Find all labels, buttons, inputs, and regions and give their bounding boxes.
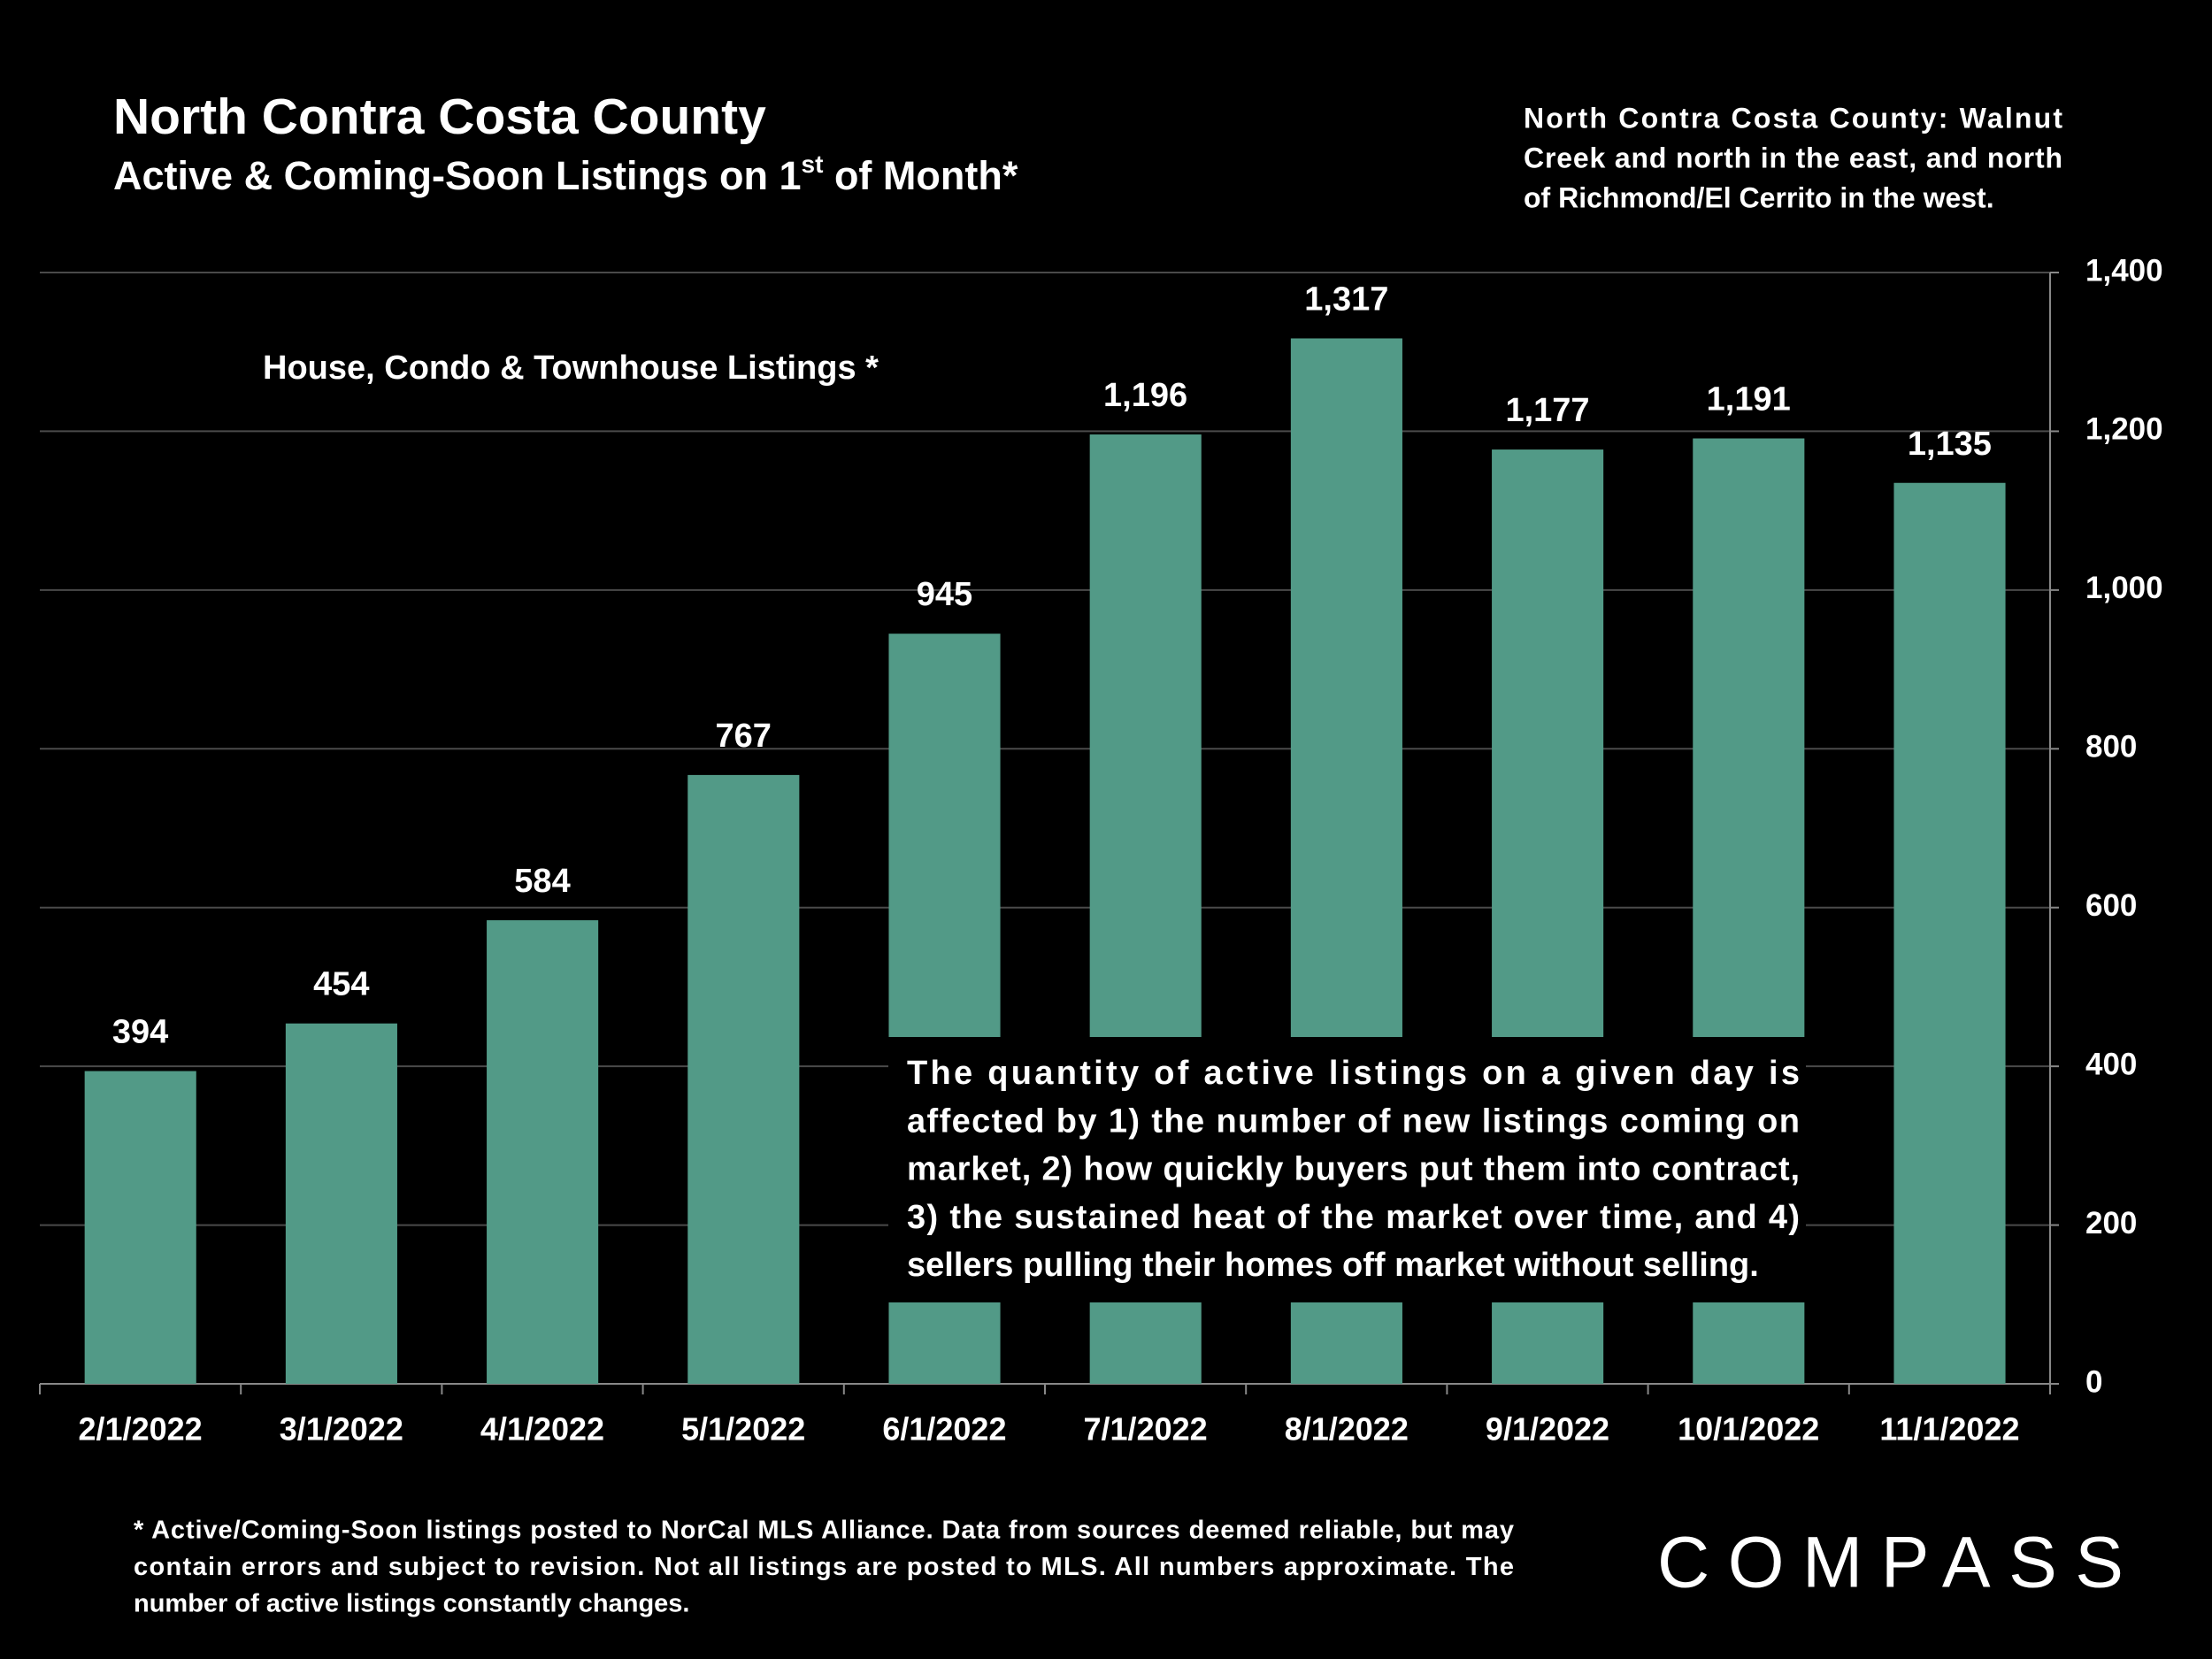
x-tick-label: 11/1/2022 [1879, 1411, 2019, 1448]
chart-subtitle: Active & Coming-Soon Listings on 1st of … [113, 150, 1018, 198]
x-tick-label: 7/1/2022 [1084, 1411, 1208, 1448]
data-label: 1,317 [1304, 280, 1388, 318]
footnote-line: * Active/Coming-Soon listings posted to … [134, 1517, 1514, 1545]
y-tick-label: 0 [2085, 1364, 2102, 1399]
annotation-box [888, 1037, 1806, 1302]
note-line: of Richmond/El Cerrito in the west. [1524, 181, 1994, 213]
footnote-line: number of active listings constantly cha… [134, 1590, 689, 1618]
note-line: Creek and north in the east, and north [1524, 142, 2062, 173]
bar [84, 1071, 196, 1384]
overlay: The quantity of active listings on a giv… [134, 102, 2124, 1617]
data-label: 1,135 [1908, 426, 1992, 463]
x-tick-label: 10/1/2022 [1678, 1411, 1819, 1448]
footnote-line: contain errors and subject to revision. … [134, 1553, 1514, 1581]
series-label: House, Condo & Townhouse Listings * [263, 349, 879, 387]
y-tick-label: 400 [2085, 1047, 2137, 1081]
bar [687, 774, 800, 1384]
data-label: 454 [313, 966, 369, 1003]
bar [285, 1023, 397, 1384]
annotation-line: The quantity of active listings on a giv… [907, 1055, 1800, 1092]
x-tick-label: 9/1/2022 [1486, 1411, 1609, 1448]
y-tick-label: 600 [2085, 888, 2137, 923]
data-label: 1,177 [1505, 392, 1589, 429]
bar [1893, 482, 2006, 1384]
data-label: 584 [514, 863, 570, 900]
x-tick-label: 5/1/2022 [681, 1411, 805, 1448]
bar [487, 920, 599, 1384]
x-tick-label: 8/1/2022 [1285, 1411, 1409, 1448]
annotation-line: affected by 1) the number of new listing… [907, 1102, 1800, 1140]
subtitle-part: of Month* [823, 153, 1018, 198]
subtitle-part: Active & Coming-Soon Listings on 1 [113, 153, 802, 198]
annotation-line: 3) the sustained heat of the market over… [907, 1199, 1800, 1236]
data-label: 767 [715, 718, 771, 755]
y-tick-label: 200 [2085, 1206, 2137, 1240]
y-tick-label: 1,000 [2085, 571, 2163, 605]
note-line: North Contra Costa County: Walnut [1524, 102, 2062, 134]
subtitle-superscript: st [802, 150, 824, 178]
data-label: 394 [112, 1014, 168, 1051]
x-tick-label: 4/1/2022 [480, 1411, 604, 1448]
data-label: 945 [917, 576, 972, 613]
y-tick-label: 1,400 [2085, 253, 2163, 288]
x-tick-label: 3/1/2022 [280, 1411, 403, 1448]
logo: COMPASS [1657, 1523, 2124, 1603]
x-tick-label: 2/1/2022 [79, 1411, 203, 1448]
annotation-line: sellers pulling their homes off market w… [907, 1247, 1759, 1284]
data-label: 1,196 [1103, 377, 1187, 414]
y-tick-label: 800 [2085, 730, 2137, 764]
annotation-line: market, 2) how quickly buyers put them i… [907, 1151, 1800, 1188]
y-tick-label: 1,200 [2085, 412, 2163, 447]
chart-title: North Contra Costa County [113, 88, 766, 145]
data-label: 1,191 [1707, 381, 1791, 419]
x-tick-label: 6/1/2022 [882, 1411, 1006, 1448]
